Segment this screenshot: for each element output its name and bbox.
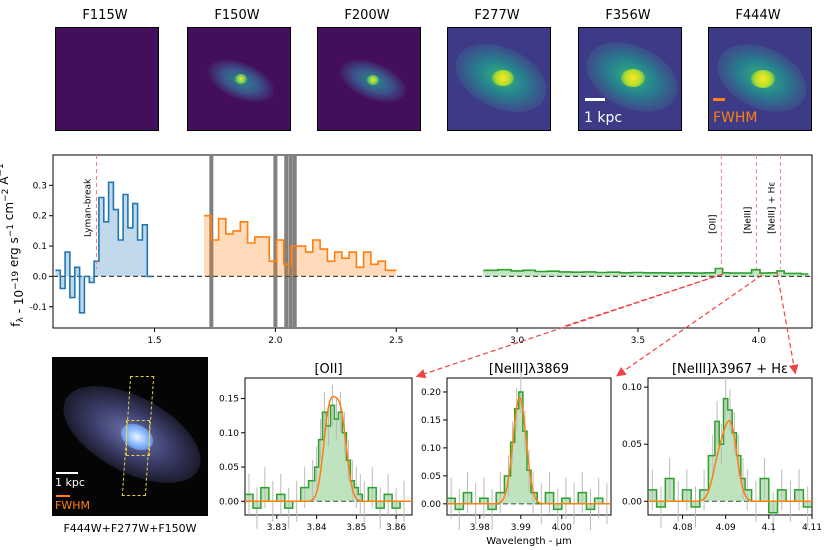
zoom-title-1: [NeIII]λ3869 [489, 362, 569, 377]
zoom-x-tick-label: 4.00 [552, 523, 572, 533]
rgb-caption: F444W+F277W+F150W [63, 522, 197, 535]
zoom-y-tick-label: 0.10 [219, 429, 239, 439]
x-tick-label-1: 2.0 [268, 336, 283, 346]
zoom-y-tick-label: 0.05 [421, 472, 441, 482]
zoom-y-tick-label: 0.00 [219, 497, 239, 507]
y-axis-label: fλ - 10−19 erg s−1 cm−2 Å−1 [0, 163, 26, 326]
line-marker-label-0: Lyman-break [84, 178, 94, 237]
cutout-label-f356w: F356W [605, 8, 651, 23]
connector-arrow-1 [415, 273, 724, 379]
fwhm-label: FWHM [713, 110, 758, 126]
cutout-image-f356w: 1 kpc [578, 27, 682, 131]
zoom-x-tick-label: 4.08 [673, 523, 693, 533]
zoom-x-tick-label: 3.98 [470, 523, 490, 533]
zoom-x-tick-label: 4.09 [716, 523, 736, 533]
scale-bar-label: 1 kpc [584, 110, 623, 126]
connector-arrow-3 [776, 271, 799, 375]
zoom-x-tick-label: 3.99 [511, 523, 531, 533]
zoom-data-fill-0 [245, 405, 408, 509]
scale-bar-line [585, 98, 605, 101]
zoom-x-tick-label: 4.11 [802, 523, 822, 533]
cutout-label-f200w: F200W [344, 8, 390, 23]
zoom-x-tick-label: 4.1 [762, 523, 776, 533]
zoom-data-0 [245, 404, 408, 509]
x-tick-label-5: 4.0 [752, 336, 767, 346]
rgb-scale-bar-label: 1 kpc [55, 476, 85, 489]
connector-arrows [415, 271, 799, 379]
detector-gap-1 [273, 155, 278, 328]
connector-arrow-2 [616, 274, 763, 377]
zoom-y-tick-label: 0.15 [421, 416, 441, 426]
zoom-y-tick-label: 0.00 [421, 500, 441, 510]
spectrum-series-0 [55, 181, 153, 314]
main-spectrum-panel: Lyman-break [OII] [NeIII] [NeIII] + Hε 1.5 2.… [0, 154, 813, 346]
spectrum-series-2 [483, 267, 809, 275]
y-tick-label-0: -0.1 [29, 303, 47, 313]
zoom-x-tick-label: 3.83 [267, 523, 287, 533]
cutout-image-f150w [187, 27, 291, 131]
x-tick-label-2: 2.5 [389, 336, 403, 346]
line-marker-label-1: [OII] [708, 214, 718, 233]
zoom-title-0: [OII] [314, 362, 342, 377]
slit-shutter [126, 420, 150, 456]
rgb-composite-image: 1 kpc FWHM [52, 357, 208, 516]
cutout-image-f277w [447, 27, 551, 131]
detector-gap-2 [284, 155, 289, 328]
y-tick-label-4: 0.3 [33, 181, 47, 191]
line-marker-label-2: [NeIII] [743, 207, 753, 234]
zoom-fit-2 [648, 419, 812, 503]
zoom-x-tick-label: 3.86 [386, 523, 406, 533]
spectrum-fill-1 [204, 215, 397, 277]
zoom-y-tick-label: 0.10 [421, 444, 441, 454]
cutout-label-f115w: F115W [82, 8, 128, 23]
cutout-image-f444w: FWHM [708, 27, 812, 131]
main-spectrum-frame [52, 154, 813, 329]
zoom-x-axis-label: Wavelength - μm [486, 536, 571, 547]
fwhm-bar [713, 98, 725, 101]
rgb-fwhm-bar [56, 495, 70, 497]
zoom-fit-0 [245, 395, 412, 503]
zoom-x-tick-label: 3.85 [346, 523, 366, 533]
zoom-y-tick-label: 0.10 [622, 383, 642, 393]
y-tick-label-1: 0.0 [33, 272, 48, 282]
cutout-label-f277w: F277W [474, 8, 520, 23]
cutout-image-f200w [317, 27, 421, 131]
zoom-y-tick-label: 0.05 [219, 463, 239, 473]
zoom-panel-2: [NeIII]λ3967 + Hε 4.08 4.09 4.1 4.11 0.00 0.05… [622, 362, 822, 534]
zoom-y-tick-label: 0.15 [219, 395, 239, 405]
spectrum-fill-2 [483, 268, 809, 277]
line-marker-label-3: [NeIII] + Hε [768, 182, 778, 234]
x-tick-label-3: 3.0 [510, 336, 525, 346]
zoom-y-tick-label: 0.05 [622, 440, 642, 450]
x-tick-label-4: 3.5 [631, 336, 645, 346]
cutout-image-f115w [55, 27, 159, 131]
zoom-title-2: [NeIII]λ3967 + Hε [672, 362, 788, 377]
detector-gap-3 [288, 155, 293, 328]
rgb-fwhm-label: FWHM [55, 499, 90, 512]
y-tick-label-3: 0.2 [33, 212, 47, 222]
detector-gap-4 [292, 155, 297, 328]
spectrum-series-1 [204, 214, 397, 272]
rgb-scale-bar-line [56, 472, 78, 474]
zoom-y-tick-label: 0.20 [421, 388, 441, 398]
spectrum-fill-0 [55, 182, 153, 313]
y-tick-label-2: 0.1 [33, 242, 47, 252]
x-tick-label-0: 1.5 [147, 336, 161, 346]
detector-gap-0 [209, 155, 214, 328]
zoom-data-fill-2 [648, 398, 812, 513]
zoom-x-tick-label: 3.84 [307, 523, 327, 533]
zoom-y-tick-label: 0.00 [622, 497, 642, 507]
cutout-label-f444w: F444W [735, 8, 781, 23]
zoom-panel-0: [OII] 3.83 3.84 3.85 3.86 0.00 0.05 0.10 0.15 [219, 362, 413, 533]
cutout-label-f150w: F150W [214, 8, 260, 23]
zoom-fit-1 [447, 397, 611, 505]
zoom-panel-1: [NeIII]λ3869 3.98 3.99 4.00 0.00 0.05 0.10 0.15… [421, 362, 612, 547]
